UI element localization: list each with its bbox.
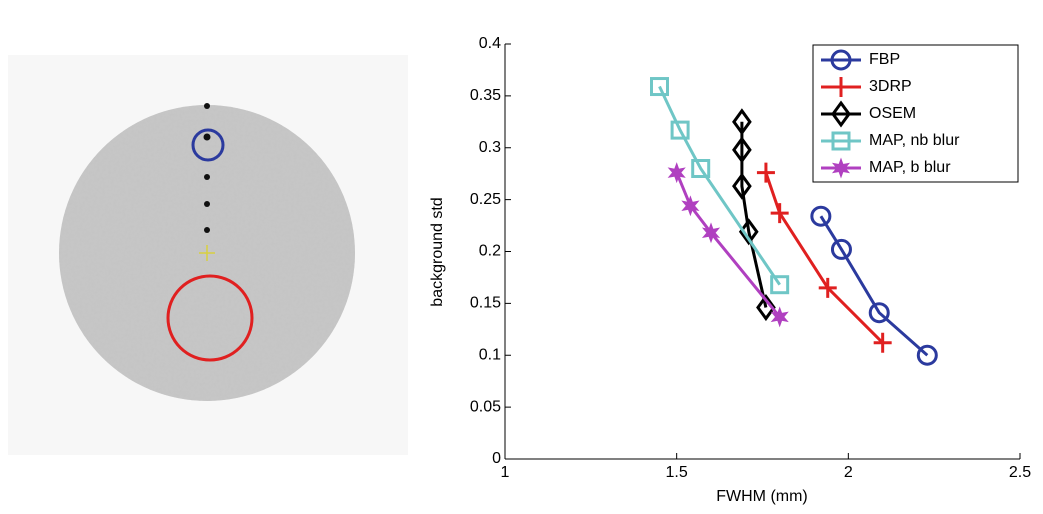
- y-tick-label: 0.4: [479, 35, 501, 52]
- x-tick-label: 2: [844, 464, 853, 481]
- x-tick-label: 1: [501, 464, 510, 481]
- phantom-image: [8, 55, 408, 455]
- y-tick-label: 0.05: [470, 398, 501, 415]
- y-tick-label: 0.15: [470, 295, 501, 312]
- x-axis-label: FWHM (mm): [716, 488, 808, 505]
- legend-label: MAP, b blur: [869, 159, 951, 176]
- y-axis-label: background std: [429, 197, 446, 306]
- series-line: [660, 87, 780, 285]
- y-tick-label: 0.25: [470, 191, 501, 208]
- figure: FWHM (mm) background std 1 1.5 2 2.5 0 0.05 0.…: [0, 0, 1043, 509]
- legend-label: OSEM: [869, 105, 916, 122]
- hot-spot: [204, 103, 210, 109]
- hot-spot: [204, 174, 210, 180]
- x-tick-label: 2.5: [1009, 464, 1031, 481]
- series-line: [742, 122, 766, 308]
- y-tick-label: 0.3: [479, 139, 501, 156]
- x-tick-label: 1.5: [666, 464, 688, 481]
- marker: [757, 163, 775, 183]
- hot-spot: [204, 134, 211, 141]
- hot-spot: [204, 201, 210, 207]
- legend-label: FBP: [869, 51, 900, 68]
- y-tick-label: 0: [492, 450, 501, 467]
- legend-label: 3DRP: [869, 78, 912, 95]
- y-tick-label: 0.1: [479, 346, 501, 363]
- y-tick-label: 0.2: [479, 243, 501, 260]
- y-tick-label: 0.35: [470, 87, 501, 104]
- page: FWHM (mm) background std 1 1.5 2 2.5 0 0.05 0.…: [0, 0, 1043, 514]
- marker: [669, 164, 685, 182]
- legend-label: MAP, nb blur: [869, 132, 960, 149]
- legend: FBP 3DRP OSEM MAP, nb blur MAP, b blur: [813, 45, 1018, 182]
- hot-spot: [204, 227, 210, 233]
